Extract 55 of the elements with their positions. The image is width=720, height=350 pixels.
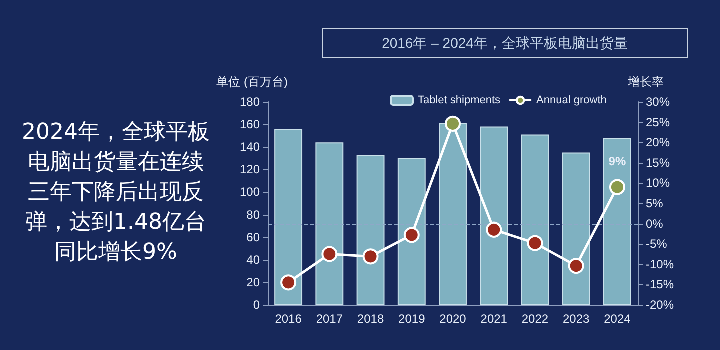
y2-tick-label: 30%: [646, 95, 670, 109]
y2-tick-label: -15%: [646, 278, 674, 292]
text: 2024年，全球平板电脑出货量在连续三年下降后出现反弹，达到1.48亿台同比增长9%: [21, 119, 211, 267]
bar: [356, 155, 385, 305]
bar: [603, 138, 632, 305]
x-tick-label: 2023: [562, 312, 590, 326]
data-label: 9%: [608, 154, 626, 168]
y-tick-label: 120: [240, 162, 260, 177]
x-tick-label: 2022: [522, 312, 549, 326]
x-tick-label: 2019: [398, 312, 426, 326]
y-axis-title: 单位 (百万台): [216, 75, 288, 89]
y-tick-label: 60: [246, 230, 260, 244]
x-tick-label: 2016: [275, 312, 302, 326]
bar: [562, 152, 590, 305]
bar: [439, 123, 467, 305]
y-tick-label: 40: [246, 252, 260, 267]
y2-tick-label: -20%: [646, 298, 674, 312]
y2-tick-label: 0%: [646, 216, 664, 231]
y-tick-label: 80: [246, 208, 260, 222]
y-tick-label: 0: [253, 298, 260, 312]
x-tick-label: 2017: [316, 312, 344, 326]
x-tick-label: 2021: [480, 312, 508, 326]
x-tick-label: 2020: [440, 312, 467, 326]
bar: [521, 134, 550, 305]
legend-label: Annual growth: [536, 94, 607, 106]
x-tick-label: 2024: [604, 312, 632, 326]
y2-tick-label: 25%: [646, 115, 670, 130]
bar: [274, 129, 303, 305]
point: [404, 227, 420, 244]
y-tick-label: 140: [240, 140, 260, 154]
point: [280, 274, 297, 291]
point: [445, 116, 461, 132]
legend-label: Tablet shipments: [418, 94, 502, 106]
bar: [480, 126, 508, 305]
bar: [398, 158, 426, 305]
x-tick-label: 2018: [357, 312, 384, 326]
y-tick-label: 180: [240, 95, 260, 109]
y-tick-label: 160: [240, 118, 260, 132]
y2-axis-title: 增长率: [627, 75, 664, 89]
chart-title: 2016年 – 2024年，全球平板电脑出货量: [382, 35, 628, 51]
bar: [316, 142, 344, 305]
y2-tick-label: 15%: [646, 156, 670, 170]
y-tick-label: 100: [240, 185, 260, 200]
y2-tick-label: 20%: [646, 136, 670, 150]
y2-tick-label: -10%: [646, 257, 674, 272]
point: [609, 179, 626, 196]
point: [322, 246, 338, 262]
y2-tick-label: 10%: [646, 176, 670, 190]
point: [362, 248, 379, 265]
point: [527, 235, 544, 252]
point: [568, 258, 584, 274]
y2-tick-label: -5%: [646, 237, 668, 252]
y2-tick-label: 5%: [646, 196, 664, 210]
y-tick-label: 20: [246, 275, 260, 290]
point: [486, 222, 502, 238]
